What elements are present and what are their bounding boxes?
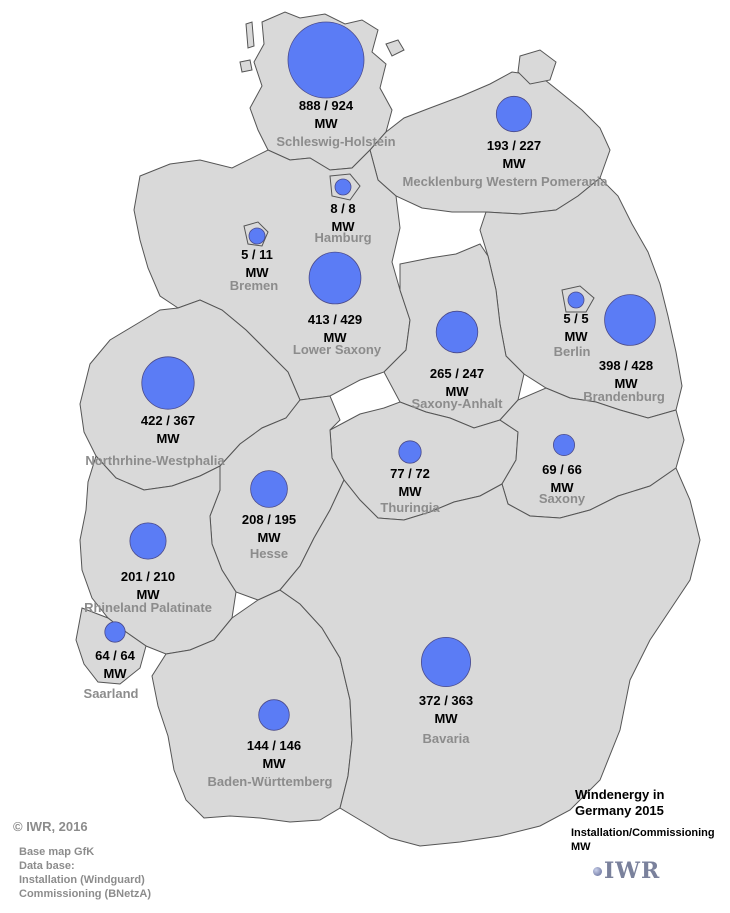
source-line-2: Data base:: [19, 860, 75, 872]
unit-label-hamburg: MW: [331, 219, 355, 234]
bubble-brandenburg: [604, 294, 656, 346]
source-line-3: Installation (Windguard): [19, 874, 145, 886]
state-name-northrhine-westphalia: Northrhine-Westphalia: [85, 453, 225, 468]
legend-title-line1: Windenergy in: [575, 787, 665, 802]
state-name-saxony-anhalt: Saxony-Anhalt: [411, 396, 503, 411]
unit-label-bremen: MW: [245, 265, 269, 280]
copyright: © IWR, 2016: [13, 819, 88, 834]
source-line-1: Base map GfK: [19, 846, 95, 858]
bubble-berlin: [567, 291, 585, 309]
unit-label-lower-saxony: MW: [323, 330, 347, 345]
state-name-baden-wuerttemberg: Baden-Württemberg: [208, 774, 333, 789]
bubble-hesse: [250, 470, 288, 508]
label-layer: 888 / 924 MW Schleswig-Holstein 193 / 227 MW…: [84, 98, 665, 789]
state-name-saarland: Saarland: [84, 686, 139, 701]
legend-subtitle-line2: MW: [571, 841, 591, 853]
bubble-saxony-anhalt: [435, 310, 479, 354]
legend-subtitle-line1: Installation/Commissioning: [571, 827, 715, 839]
islands: [239, 21, 557, 85]
unit-label-mecklenburg-western-pomerania: MW: [502, 156, 526, 171]
unit-label-saxony-anhalt: MW: [445, 384, 469, 399]
data-sources: Base map GfK Data base: Installation (Wi…: [19, 845, 151, 901]
value-label-hamburg: 8 / 8: [330, 201, 355, 216]
bubble-layer: [104, 21, 656, 731]
globe-icon: [593, 866, 602, 876]
value-label-brandenburg: 398 / 428: [599, 358, 653, 373]
value-label-saxony: 69 / 66: [542, 462, 582, 477]
unit-label-northrhine-westphalia: MW: [156, 431, 180, 446]
bubble-bremen: [248, 227, 266, 245]
value-label-bavaria: 372 / 363: [419, 693, 473, 708]
bubble-saarland: [104, 621, 126, 643]
state-shape-bavaria: [279, 467, 701, 847]
unit-label-bavaria: MW: [434, 711, 458, 726]
unit-label-saxony: MW: [550, 480, 574, 495]
value-label-berlin: 5 / 5: [563, 311, 588, 326]
state-name-hamburg: Hamburg: [314, 230, 371, 245]
state-shapes: [75, 11, 701, 847]
state-name-brandenburg: Brandenburg: [583, 389, 665, 404]
value-label-northrhine-westphalia: 422 / 367: [141, 413, 195, 428]
bubble-mecklenburg-western-pomerania: [495, 95, 533, 133]
legend-title-line2: Germany 2015: [575, 803, 664, 818]
legend-title: Windenergy in Germany 2015: [575, 787, 695, 819]
iwr-logo: IWR: [593, 858, 660, 884]
bubble-bavaria: [420, 637, 471, 688]
state-name-berlin: Berlin: [554, 344, 591, 359]
unit-label-saarland: MW: [103, 666, 127, 681]
state-name-bavaria: Bavaria: [423, 731, 471, 746]
bubble-hamburg: [334, 178, 352, 196]
bubble-rhineland-palatinate: [129, 522, 167, 560]
bubble-schleswig-holstein: [287, 21, 365, 99]
value-label-thuringia: 77 / 72: [390, 466, 430, 481]
value-label-saarland: 64 / 64: [95, 648, 136, 663]
source-line-4: Commissioning (BNetzA): [19, 888, 151, 900]
state-name-schleswig-holstein: Schleswig-Holstein: [276, 134, 395, 149]
island-foehr: [239, 59, 253, 73]
island-sylt: [245, 21, 255, 49]
state-name-hesse: Hesse: [250, 546, 288, 561]
unit-label-hesse: MW: [257, 530, 281, 545]
bubble-thuringia: [398, 440, 422, 464]
state-name-mecklenburg-western-pomerania: Mecklenburg Western Pomerania: [403, 174, 609, 189]
value-label-bremen: 5 / 11: [241, 247, 273, 262]
bubble-northrhine-westphalia: [141, 356, 195, 410]
state-name-saxony: Saxony: [539, 491, 586, 506]
value-label-schleswig-holstein: 888 / 924: [299, 98, 354, 113]
value-label-lower-saxony: 413 / 429: [308, 312, 362, 327]
legend-subtitle: Installation/Commissioning MW: [571, 826, 715, 854]
iwr-logo-text: IWR: [604, 858, 661, 884]
state-shape-mecklenburg-western-pomerania: [369, 71, 611, 215]
unit-label-schleswig-holstein: MW: [314, 116, 338, 131]
state-name-lower-saxony: Lower Saxony: [293, 342, 382, 357]
unit-label-berlin: MW: [564, 329, 588, 344]
unit-label-rhineland-palatinate: MW: [136, 587, 160, 602]
unit-label-thuringia: MW: [398, 484, 422, 499]
unit-label-baden-wuerttemberg: MW: [262, 756, 286, 771]
bubble-lower-saxony: [308, 251, 362, 305]
state-name-thuringia: Thuringia: [380, 500, 440, 515]
state-name-bremen: Bremen: [230, 278, 278, 293]
value-label-hesse: 208 / 195: [242, 512, 296, 527]
value-label-rhineland-palatinate: 201 / 210: [121, 569, 175, 584]
bubble-baden-wuerttemberg: [258, 699, 290, 731]
value-label-mecklenburg-western-pomerania: 193 / 227: [487, 138, 541, 153]
bubble-saxony: [553, 433, 576, 456]
value-label-saxony-anhalt: 265 / 247: [430, 366, 484, 381]
state-name-rhineland-palatinate: Rhineland Palatinate: [84, 600, 212, 615]
island-fehmarn: [385, 39, 405, 57]
island-ruegen: [517, 49, 557, 85]
value-label-baden-wuerttemberg: 144 / 146: [247, 738, 301, 753]
unit-label-brandenburg: MW: [614, 376, 638, 391]
